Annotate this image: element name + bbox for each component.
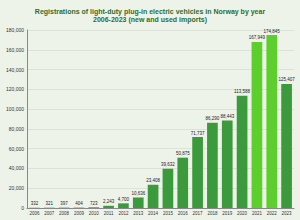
svg-text:2011: 2011	[104, 211, 114, 216]
svg-text:120,000: 120,000	[6, 86, 24, 92]
svg-text:2012: 2012	[118, 211, 129, 216]
svg-text:40,000: 40,000	[9, 165, 25, 171]
svg-text:2023: 2023	[282, 211, 293, 216]
svg-text:2008: 2008	[59, 211, 70, 216]
svg-text:2006: 2006	[29, 211, 40, 216]
svg-text:80,000: 80,000	[9, 126, 25, 132]
svg-text:2007: 2007	[44, 211, 55, 216]
svg-text:20,000: 20,000	[9, 185, 25, 191]
svg-text:71,737: 71,737	[191, 131, 205, 136]
svg-text:2006-2023 (new and used import: 2006-2023 (new and used imports)	[93, 16, 207, 24]
svg-text:2021: 2021	[252, 211, 263, 216]
svg-text:2022: 2022	[267, 211, 278, 216]
svg-text:100,000: 100,000	[6, 106, 24, 112]
svg-text:2014: 2014	[148, 211, 159, 216]
svg-text:50,875: 50,875	[176, 151, 190, 156]
svg-text:10,636: 10,636	[131, 191, 145, 196]
svg-text:0: 0	[21, 205, 24, 211]
svg-text:60,000: 60,000	[9, 146, 25, 152]
svg-text:2015: 2015	[163, 211, 174, 216]
svg-text:321: 321	[45, 201, 53, 206]
svg-text:113,588: 113,588	[234, 89, 250, 94]
svg-text:2010: 2010	[89, 211, 100, 216]
svg-text:397: 397	[60, 201, 68, 206]
svg-text:160,000: 160,000	[6, 47, 24, 53]
svg-text:Registrations of light-duty pl: Registrations of light-duty plug-in elec…	[35, 8, 266, 16]
svg-text:2013: 2013	[133, 211, 144, 216]
svg-text:2009: 2009	[74, 211, 85, 216]
svg-text:88,443: 88,443	[220, 114, 234, 119]
svg-text:332: 332	[31, 201, 39, 206]
svg-text:2016: 2016	[178, 211, 189, 216]
svg-text:2017: 2017	[193, 211, 204, 216]
svg-text:404: 404	[75, 201, 83, 206]
svg-text:2018: 2018	[207, 211, 218, 216]
svg-text:2019: 2019	[222, 211, 233, 216]
svg-text:86,290: 86,290	[206, 116, 220, 121]
svg-text:180,000: 180,000	[6, 27, 24, 33]
svg-text:4,700: 4,700	[118, 197, 130, 202]
svg-text:723: 723	[90, 201, 98, 206]
svg-text:2,243: 2,243	[103, 199, 115, 204]
svg-text:2020: 2020	[237, 211, 248, 216]
svg-text:125,407: 125,407	[278, 77, 295, 82]
svg-text:167,949: 167,949	[249, 35, 266, 40]
svg-text:140,000: 140,000	[6, 67, 24, 73]
svg-text:39,632: 39,632	[161, 162, 175, 167]
svg-text:174,845: 174,845	[264, 29, 281, 34]
svg-text:23,408: 23,408	[146, 178, 160, 183]
